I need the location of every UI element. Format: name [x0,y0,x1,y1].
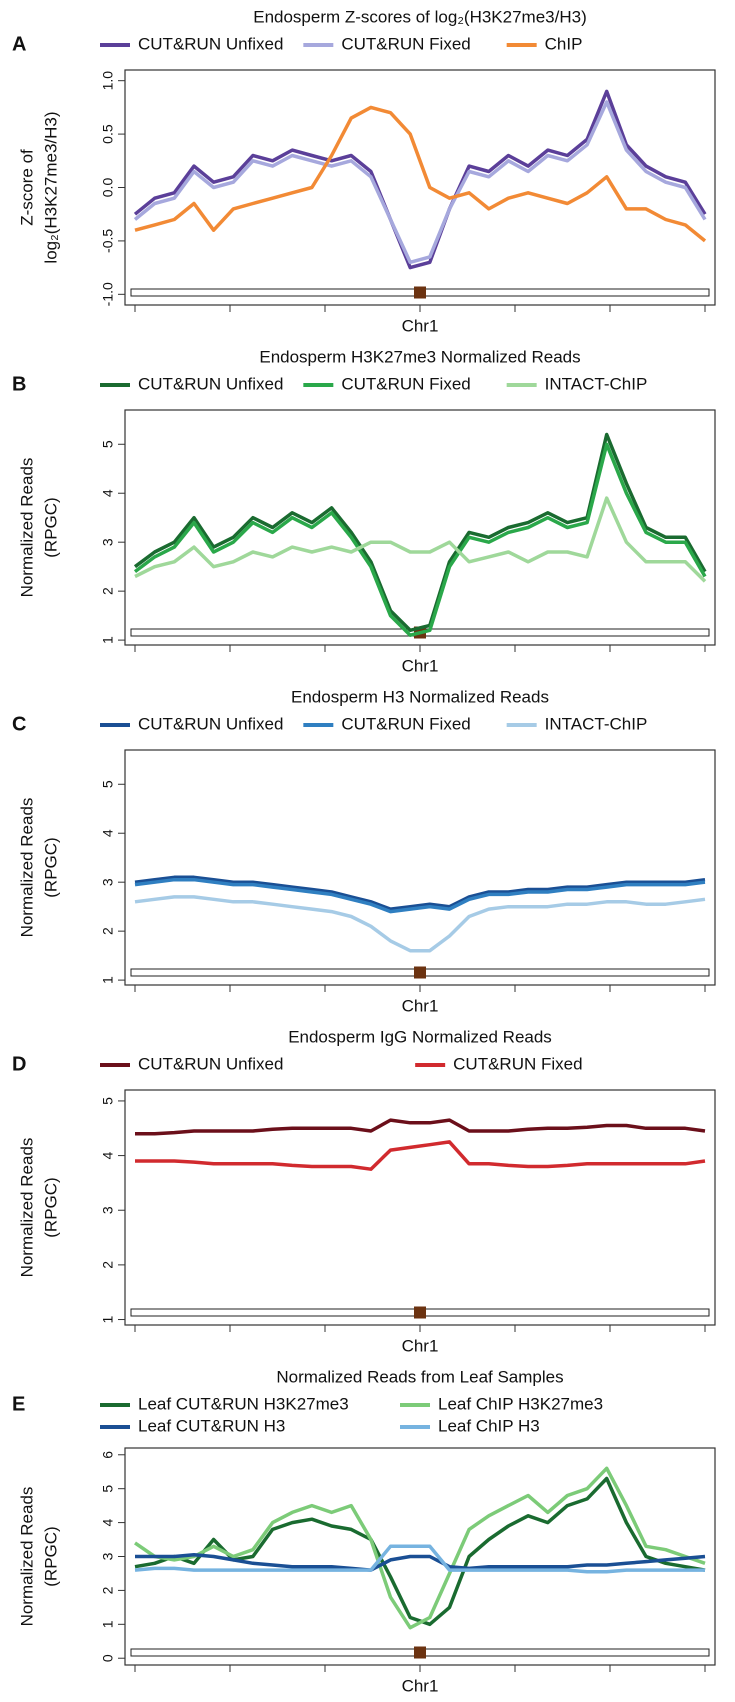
y-tick-label: 5 [100,1097,116,1105]
panel-letter: E [12,1393,25,1415]
chart-title: Normalized Reads from Leaf Samples [276,1367,563,1386]
legend-label: INTACT-ChIP [545,714,648,733]
y-tick-label: 0.5 [100,124,116,144]
y-tick-label: 2 [100,927,116,935]
series-line [134,1544,705,1574]
y-tick-label: 3 [100,1552,116,1560]
y-tick-label: 4 [100,1151,116,1159]
centromere [414,1646,426,1659]
chart-title: Endosperm H3 Normalized Reads [291,687,549,706]
centromere [414,286,426,299]
series-line [133,442,707,637]
legend-label: CUT&RUN Fixed [341,714,470,733]
series-line [133,89,707,270]
legend-label: CUT&RUN Unfixed [138,1054,283,1073]
series-line [135,1140,706,1171]
centromere [414,966,426,979]
y-tick-label: 2 [100,587,116,595]
y-tick-label: -0.5 [100,229,116,253]
y-tick-label: 3 [100,538,116,546]
series-line [135,1118,706,1136]
y-axis-label: Z-score of [17,149,36,226]
y-tick-label: 1 [100,1315,116,1323]
panel-letter: B [12,373,26,395]
chart-title: Endosperm Z-scores of log₂(H3K27me3/H3) [253,7,587,26]
series-line [134,877,706,914]
y-axis-label: log₂(H3K27me3/H3) [41,111,60,263]
x-axis-label: Chr1 [402,1336,439,1355]
series-line [134,1466,706,1630]
y-axis-label: (RPGC) [41,497,60,557]
legend-label: Leaf ChIP H3 [438,1416,540,1435]
legend-label: CUT&RUN Unfixed [138,714,283,733]
y-tick-label: 2 [100,1586,116,1594]
y-tick-label: 4 [100,1518,116,1526]
y-tick-label: 4 [100,829,116,837]
y-tick-label: 3 [100,1206,116,1214]
chart-title: Endosperm IgG Normalized Reads [288,1027,552,1046]
legend-label: CUT&RUN Fixed [453,1054,582,1073]
legend-label: CUT&RUN Unfixed [138,374,283,393]
series-line [133,100,707,265]
y-axis-label: (RPGC) [41,1177,60,1237]
y-tick-label: 1 [100,976,116,984]
y-axis-label: Normalized Reads [17,1138,36,1278]
legend-label: Leaf ChIP H3K27me3 [438,1394,603,1413]
series-line [133,432,707,633]
y-tick-label: 1.0 [100,71,116,91]
legend-label: CUT&RUN Fixed [341,34,470,53]
legend-label: Leaf CUT&RUN H3 [138,1416,285,1435]
y-axis-label: Normalized Reads [17,458,36,598]
y-tick-label: 0 [100,1654,116,1662]
y-axis-label: Normalized Reads [17,798,36,938]
panel-letter: C [12,713,26,735]
panel-letter: D [12,1053,26,1075]
x-axis-label: Chr1 [402,656,439,675]
x-axis-label: Chr1 [402,316,439,335]
y-tick-label: 5 [100,1485,116,1493]
y-tick-label: 5 [100,780,116,788]
y-axis-label: (RPGC) [41,1526,60,1586]
x-axis-label: Chr1 [402,996,439,1015]
y-axis-label: (RPGC) [41,837,60,897]
y-tick-label: 1 [100,1620,116,1628]
series-line [135,1553,706,1572]
plot-frame [124,409,716,646]
y-tick-label: 6 [100,1451,116,1459]
y-tick-label: -1.0 [100,282,116,306]
y-tick-label: 2 [100,1261,116,1269]
y-tick-label: 3 [100,878,116,886]
legend-label: CUT&RUN Fixed [341,374,470,393]
legend-label: CUT&RUN Unfixed [138,34,283,53]
y-tick-label: 1 [100,636,116,644]
y-axis-label: Normalized Reads [17,1487,36,1627]
series-line [134,105,707,243]
centromere [414,1306,426,1319]
series-line [134,875,706,911]
series-line [134,895,706,953]
chart-title: Endosperm H3K27me3 Normalized Reads [259,347,580,366]
panel-letter: A [12,33,26,55]
series-line [134,496,707,583]
legend-label: ChIP [545,34,583,53]
legend-label: Leaf CUT&RUN H3K27me3 [138,1394,349,1413]
legend-label: INTACT-ChIP [545,374,648,393]
y-tick-label: 5 [100,440,116,448]
x-axis-label: Chr1 [402,1676,439,1695]
y-tick-label: 4 [100,489,116,497]
y-tick-label: 0.0 [100,178,116,198]
